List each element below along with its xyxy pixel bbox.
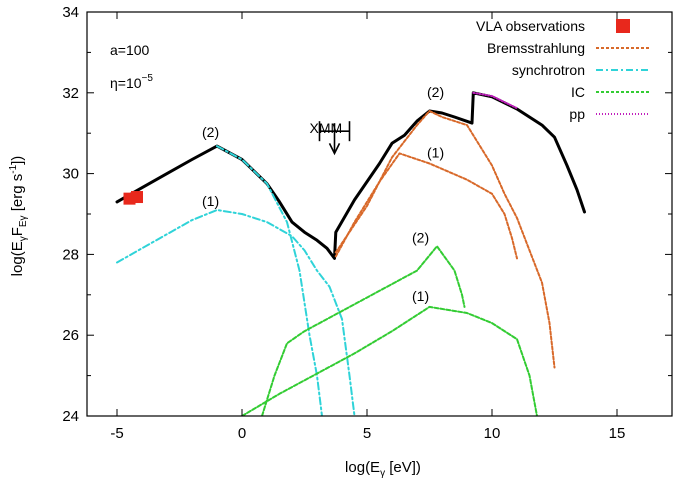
x-tick-label: 0 [238, 425, 246, 442]
legend-marker [616, 19, 630, 33]
y-tick-label: 24 [62, 408, 79, 425]
x-tick-label: 15 [609, 425, 626, 442]
legend: VLA observations Bremsstrahlung synchrotro… [476, 18, 650, 122]
curve-label: (1) [427, 144, 444, 160]
curve-label: (1) [202, 193, 219, 209]
y-tick-label: 34 [62, 4, 79, 21]
x-axis-title: log(Eγ [eV]) [345, 459, 421, 479]
legend-label: synchrotron [512, 62, 585, 78]
legend-label: VLA observations [476, 18, 585, 34]
xmm-upper-limit [318, 121, 351, 156]
x-tick-label: -5 [110, 425, 123, 442]
xmm-label: XMM [310, 120, 343, 136]
y-tick-label: 28 [62, 246, 79, 263]
y-tick-label: 32 [62, 85, 79, 102]
series-line-synchrotron-2 [216, 145, 323, 416]
x-tick-label: 5 [363, 425, 371, 442]
y-tick-label: 26 [62, 327, 79, 344]
y-tick-label: 30 [62, 166, 79, 183]
param-a: a=100 [110, 42, 150, 58]
series-line-ic-1 [241, 305, 538, 416]
curve-label: (2) [412, 229, 429, 245]
series-line-bremsstrahlung-2 [334, 110, 556, 369]
series-line-total-2 [115, 91, 586, 260]
param-eta: η=10−5 [110, 73, 153, 91]
series-line-synchrotron-1 [116, 209, 356, 416]
curve-label: (2) [427, 84, 444, 100]
annotation-layer: (2) (1) (2) (1) (2) (1) XMM [202, 84, 444, 304]
vla-point [131, 191, 143, 204]
series-line-pp [472, 91, 518, 110]
series-line-ic-2 [261, 245, 466, 416]
series-layer [115, 91, 586, 416]
curve-label: (1) [412, 288, 429, 304]
legend-label: Bremsstrahlung [487, 40, 585, 56]
legend-label: pp [569, 106, 585, 122]
axis-layer: -5 0 5 10 15 24 26 28 30 32 34 [62, 4, 673, 442]
curve-label: (2) [202, 124, 219, 140]
y-axis-title: log(EγFEγ [erg s-1]) [8, 156, 29, 277]
x-tick-label: 10 [484, 425, 501, 442]
series-line-bremsstrahlung-1 [334, 152, 518, 260]
legend-label: IC [571, 84, 585, 100]
